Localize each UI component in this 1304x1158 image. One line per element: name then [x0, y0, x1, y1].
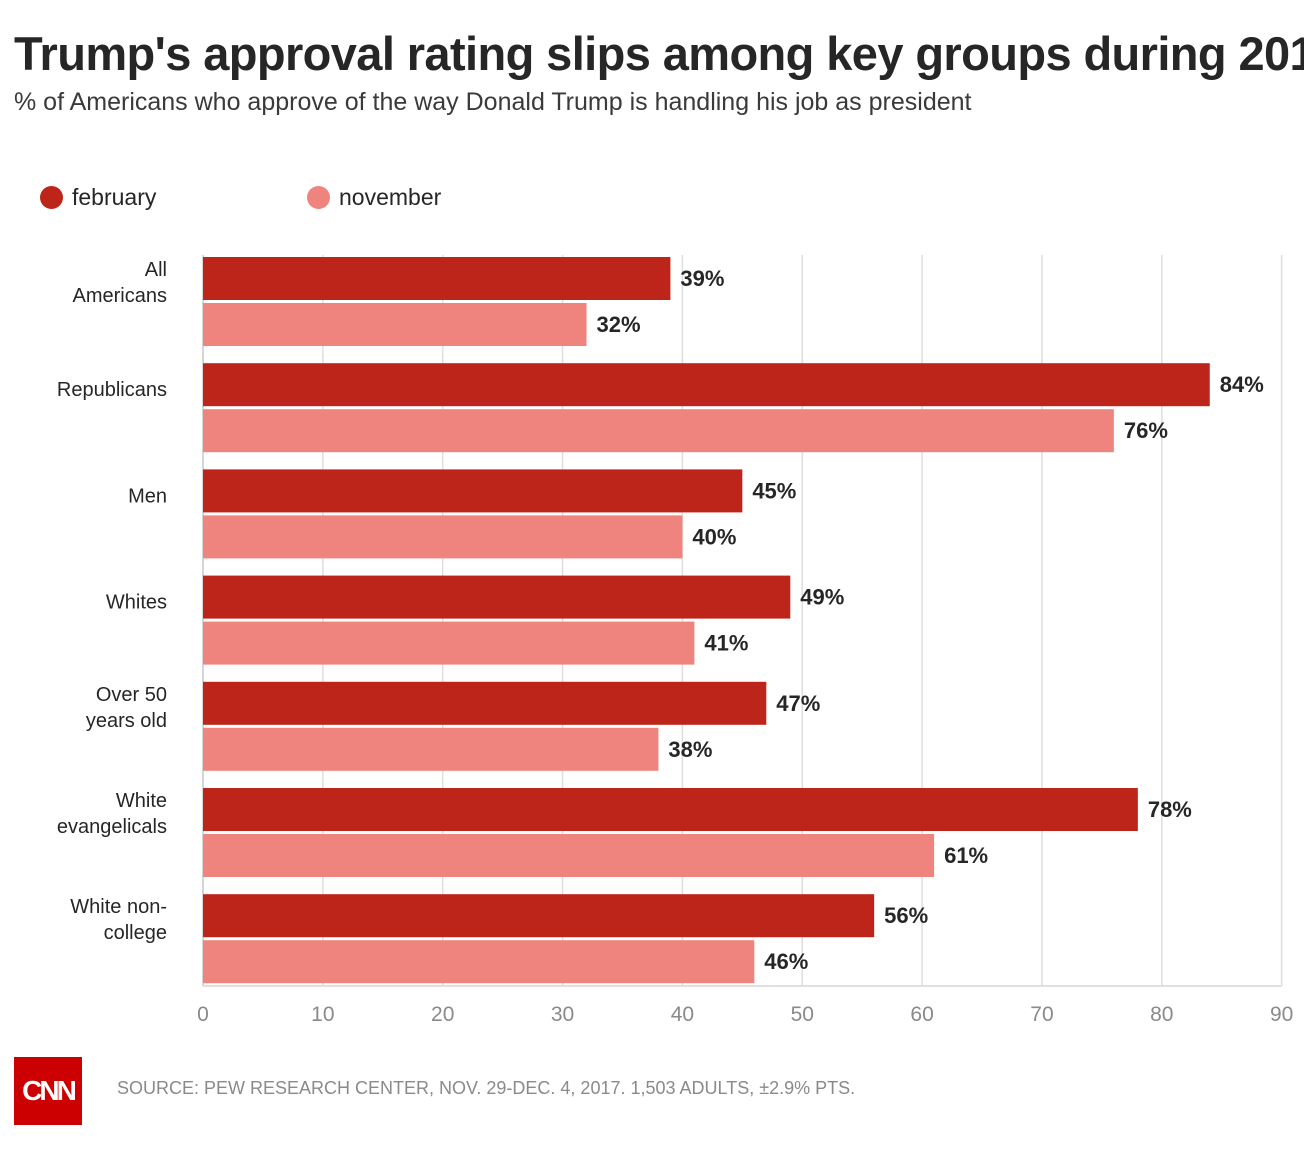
data-label-february: 78% — [1148, 797, 1192, 822]
data-label-november: 41% — [704, 631, 748, 656]
bar-november — [203, 834, 935, 877]
category-label: Republicans — [57, 379, 167, 401]
bar-november — [203, 940, 755, 984]
legend-label-november: november — [339, 183, 442, 210]
bar-february — [203, 575, 791, 619]
bar-february — [203, 363, 1210, 407]
data-label-february: 47% — [776, 691, 820, 716]
data-label-february: 84% — [1220, 372, 1264, 397]
x-tick-label: 30 — [551, 1003, 574, 1026]
data-label-november: 61% — [944, 843, 988, 868]
cnn-logo: CNN — [14, 1057, 82, 1125]
legend-swatch-february — [40, 185, 63, 209]
legend-label-february: february — [72, 183, 157, 210]
category-label: years old — [86, 710, 167, 732]
category-label: Whites — [106, 592, 167, 614]
category-label: evangelicals — [57, 816, 167, 838]
x-tick-label: 80 — [1150, 1003, 1173, 1026]
bar-february — [203, 788, 1138, 831]
data-label-february: 39% — [680, 266, 724, 291]
category-label: college — [104, 922, 167, 944]
x-tick-label: 40 — [671, 1003, 694, 1026]
bar-february — [203, 257, 671, 300]
x-tick-label: 20 — [431, 1003, 454, 1026]
x-tick-label: 60 — [910, 1003, 933, 1026]
bar-november — [203, 409, 1114, 453]
category-label: Men — [128, 485, 167, 507]
x-tick-label: 70 — [1030, 1003, 1053, 1026]
category-label: White — [116, 790, 167, 812]
x-tick-label: 0 — [197, 1003, 209, 1026]
category-label: White non- — [70, 896, 167, 918]
data-label-november: 40% — [692, 524, 736, 549]
bar-february — [203, 681, 767, 725]
bar-november — [203, 303, 587, 346]
x-tick-label: 90 — [1270, 1003, 1293, 1026]
source-note: SOURCE: PEW RESEARCH CENTER, NOV. 29-DEC… — [117, 1078, 856, 1098]
legend-item-november: november — [307, 182, 441, 212]
data-label-november: 38% — [668, 737, 712, 762]
chart-title: Trump's approval rating slips among key … — [14, 27, 1304, 80]
data-label-february: 56% — [884, 903, 928, 928]
data-label-february: 49% — [800, 585, 844, 610]
x-tick-label: 50 — [791, 1003, 814, 1026]
bar-february — [203, 469, 743, 513]
cnn-logo-text: CNN — [22, 1075, 77, 1106]
x-tick-label: 10 — [311, 1003, 334, 1026]
category-label: Americans — [73, 285, 167, 307]
category-label: Over 50 — [96, 684, 167, 706]
bar-february — [203, 894, 875, 938]
data-label-february: 45% — [752, 478, 796, 503]
bar-november — [203, 727, 659, 771]
data-label-november: 46% — [764, 949, 808, 974]
data-label-november: 76% — [1124, 418, 1168, 443]
data-label-november: 32% — [597, 312, 641, 337]
legend-swatch-november — [307, 185, 330, 209]
bar-november — [203, 621, 695, 665]
bar-november — [203, 515, 683, 559]
category-label: All — [145, 259, 167, 281]
legend-item-february: february — [40, 182, 156, 212]
chart-subtitle: % of Americans who approve of the way Do… — [14, 88, 972, 116]
